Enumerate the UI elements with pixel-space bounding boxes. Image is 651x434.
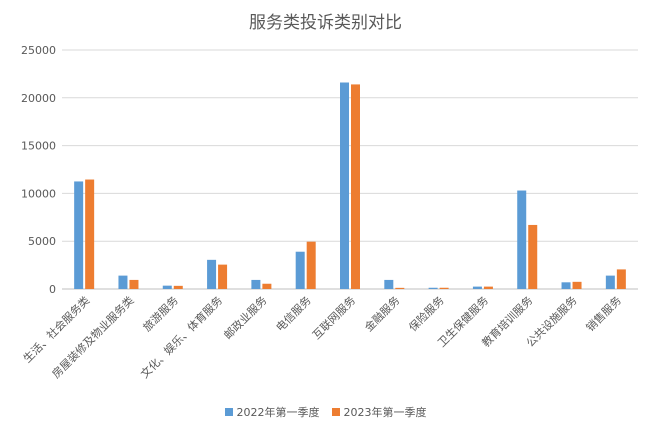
bar-2023 [351,84,360,289]
bar-2023 [129,279,139,289]
x-tick-label: 互联网服务 [310,294,358,342]
bar-2023 [483,286,493,289]
bar-2023 [616,269,626,289]
bar-2023 [572,281,582,289]
bar-2022 [384,279,394,289]
bar-2023 [439,287,449,289]
legend-label-2023: 2023年第一季度 [343,406,427,419]
bar-2022 [162,285,172,289]
legend-swatch-2022 [224,408,233,416]
bar-2022 [517,190,527,289]
x-tick-label: 房屋装修及物业服务类 [49,293,137,381]
bar-2022 [74,181,84,289]
bar-2023 [395,287,405,289]
x-tick-label: 旅游服务 [140,293,181,334]
legend: 2022年第一季度 2023年第一季度 [0,404,651,420]
y-tick-label: 15000 [21,140,56,153]
y-tick-label: 5000 [28,235,56,248]
x-tick-label: 文化、娱乐、体育服务 [138,293,226,381]
legend-label-2022: 2022年第一季度 [236,406,320,419]
x-tick-label: 金融服务 [361,293,402,334]
bar-2022 [340,82,349,289]
bar-2022 [118,275,128,289]
bar-2022 [251,279,261,289]
bar-2023 [528,224,538,289]
bar-2023 [262,283,272,289]
bar-2022 [561,282,571,289]
legend-item-2022: 2022年第一季度 [224,404,320,420]
x-tick-label: 销售服务 [583,293,624,334]
y-tick-label: 0 [49,283,56,296]
chart-title: 服务类投诉类别对比 [249,13,402,33]
bar-2023 [173,285,183,289]
y-tick-label: 20000 [21,92,56,105]
bar-2022 [605,275,615,289]
x-tick-label: 邮政业服务 [221,293,270,342]
bar-2022 [207,259,217,289]
legend-swatch-2023 [331,408,340,416]
x-tick-label: 保险服务 [406,293,447,334]
bar-2022 [295,251,305,289]
y-tick-label: 10000 [21,187,56,200]
x-tick-label: 电信服务 [274,294,314,334]
legend-item-2023: 2023年第一季度 [331,404,427,420]
bar-2022 [472,286,482,289]
y-tick-label: 25000 [21,44,56,57]
bar-2023 [306,241,316,289]
bar-2023 [218,264,228,289]
bar-2023 [85,179,95,289]
bar-2022 [428,287,438,289]
